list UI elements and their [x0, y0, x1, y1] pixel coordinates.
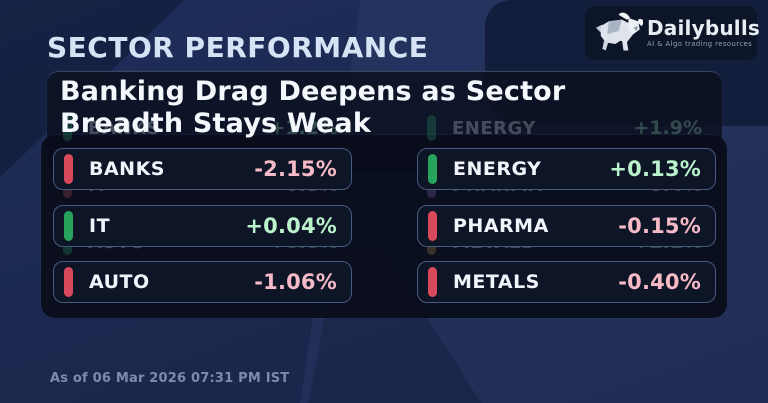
sector-name: AUTO: [89, 271, 150, 293]
sector-change: +0.04%: [245, 214, 337, 238]
headline-text: Banking Drag Deepens as Sector Breadth S…: [60, 76, 565, 140]
footer-timestamp: As of 06 Mar 2026 07:31 PM IST: [50, 371, 290, 386]
sector-card-energy: ENERGY +0.13%: [417, 148, 716, 190]
sector-card-it: IT +0.04%: [53, 205, 352, 247]
brand-logo-box: Dailybulls AI & Algo trading resources: [585, 6, 761, 60]
sector-card-metals: METALS -0.40%: [417, 261, 716, 303]
change-bar: [428, 154, 437, 184]
sector-change: +0.13%: [609, 157, 701, 181]
sector-change: -0.40%: [618, 270, 701, 294]
sector-change: -2.15%: [254, 157, 337, 181]
brand-name: Dailybulls: [647, 16, 761, 41]
change-bar: [64, 154, 73, 184]
sector-card-auto: AUTO -1.06%: [53, 261, 352, 303]
sector-name: PHARMA: [453, 215, 549, 237]
change-bar: [428, 211, 437, 241]
sector-name: IT: [89, 215, 111, 237]
change-bar: [64, 267, 73, 297]
sector-name: BANKS: [89, 158, 165, 180]
change-bar: [64, 211, 73, 241]
sector-change: -0.15%: [618, 214, 701, 238]
sector-card-banks: BANKS -2.15%: [53, 148, 352, 190]
brand-tagline: AI & Algo trading resources: [647, 40, 753, 49]
headline-line-2: Breadth Stays Weak: [60, 108, 372, 139]
page-title: SECTOR PERFORMANCE: [47, 31, 429, 64]
sector-name: ENERGY: [453, 158, 542, 180]
change-bar: [428, 267, 437, 297]
sector-card-pharma: PHARMA -0.15%: [417, 205, 716, 247]
sector-change: -1.06%: [254, 270, 337, 294]
bull-icon: [591, 9, 644, 57]
sector-name: METALS: [453, 271, 540, 293]
headline-line-1: Banking Drag Deepens as Sector: [60, 76, 566, 107]
